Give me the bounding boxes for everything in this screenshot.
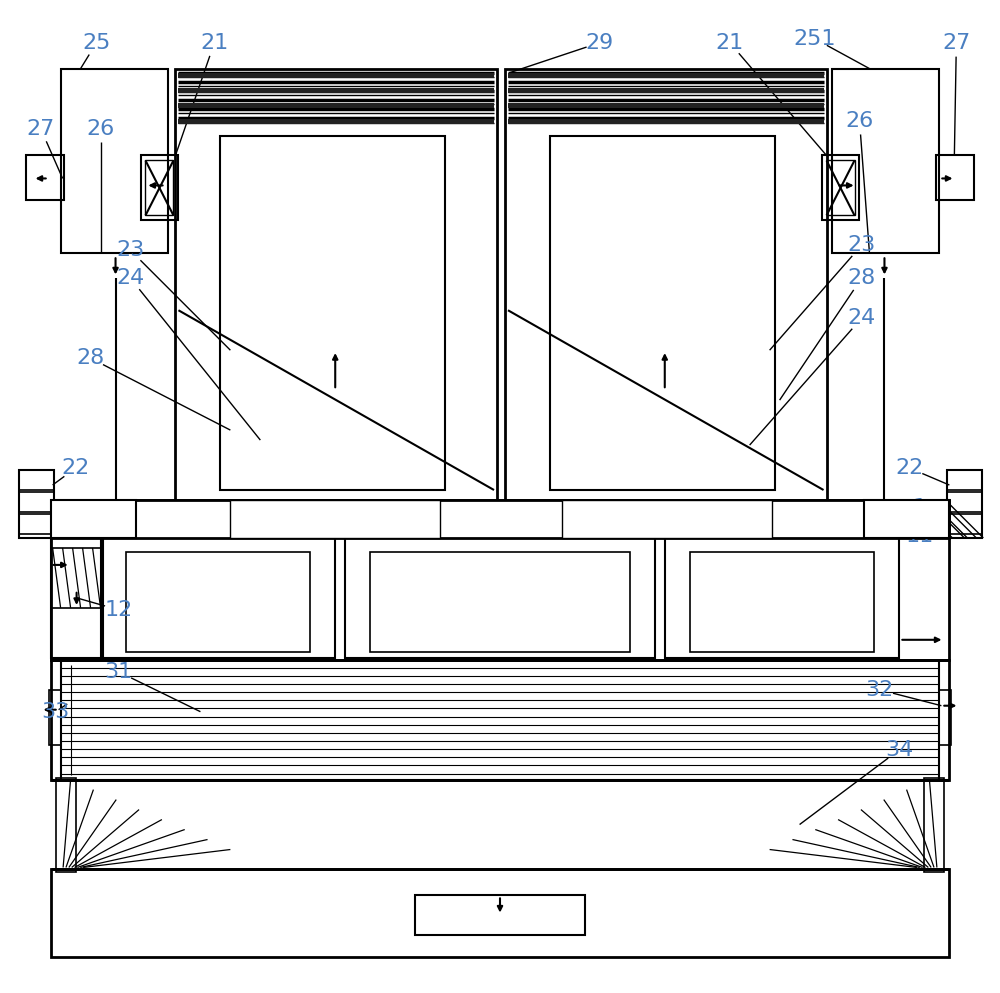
Text: 26: 26: [845, 110, 874, 130]
Text: 27: 27: [27, 118, 55, 138]
Bar: [508, 88, 824, 93]
Bar: [145, 161, 173, 215]
Bar: [947, 514, 982, 534]
Bar: [178, 118, 494, 123]
Bar: [49, 690, 61, 745]
Text: 23: 23: [847, 235, 876, 255]
Bar: [51, 500, 136, 538]
Bar: [924, 778, 944, 873]
Text: 22: 22: [895, 458, 924, 478]
Text: 11: 11: [905, 526, 934, 546]
Text: 1: 1: [912, 497, 926, 518]
Text: 25: 25: [82, 33, 111, 53]
Bar: [19, 470, 54, 538]
Bar: [19, 492, 54, 512]
Text: 28: 28: [847, 268, 876, 288]
Text: 21: 21: [716, 33, 744, 53]
Text: 21: 21: [200, 33, 229, 53]
Text: 31: 31: [104, 661, 133, 682]
Bar: [51, 500, 949, 538]
Bar: [141, 156, 178, 220]
Bar: [19, 514, 54, 534]
Bar: [665, 538, 899, 657]
Bar: [947, 492, 982, 512]
Text: 27: 27: [942, 33, 970, 53]
Text: 22: 22: [61, 458, 90, 478]
Bar: [947, 470, 982, 538]
Bar: [51, 538, 103, 657]
Bar: [178, 103, 494, 108]
Bar: [51, 870, 949, 957]
Text: 33: 33: [41, 702, 70, 722]
Bar: [230, 500, 440, 538]
Bar: [505, 69, 827, 503]
Text: 23: 23: [116, 240, 145, 260]
Bar: [832, 69, 939, 253]
Bar: [508, 103, 824, 108]
Bar: [51, 500, 949, 538]
Bar: [562, 500, 772, 538]
Bar: [51, 500, 136, 538]
Bar: [19, 470, 54, 490]
Bar: [230, 500, 440, 538]
Bar: [939, 690, 951, 745]
Bar: [220, 135, 445, 490]
Bar: [26, 156, 64, 201]
Bar: [345, 538, 655, 657]
Bar: [508, 118, 824, 123]
Bar: [178, 72, 494, 77]
Bar: [864, 500, 949, 538]
Bar: [126, 552, 310, 651]
Text: 251: 251: [793, 29, 836, 49]
Bar: [56, 778, 76, 873]
Text: 34: 34: [885, 740, 914, 760]
Text: 29: 29: [586, 33, 614, 53]
Bar: [61, 69, 168, 253]
Bar: [508, 72, 824, 77]
Bar: [51, 659, 949, 780]
Text: 26: 26: [86, 118, 115, 138]
Text: 32: 32: [865, 680, 894, 700]
Bar: [827, 161, 855, 215]
Text: 28: 28: [76, 349, 105, 368]
Text: 24: 24: [847, 308, 876, 329]
Bar: [175, 69, 497, 503]
Bar: [947, 470, 982, 490]
Bar: [822, 156, 859, 220]
Bar: [690, 552, 874, 651]
Bar: [864, 500, 949, 538]
Text: 12: 12: [104, 600, 133, 620]
Bar: [936, 156, 974, 201]
Bar: [550, 135, 775, 490]
Bar: [415, 896, 585, 935]
Bar: [51, 548, 103, 608]
Bar: [101, 538, 335, 657]
Bar: [370, 552, 630, 651]
Bar: [562, 500, 772, 538]
Bar: [178, 88, 494, 93]
Bar: [51, 500, 949, 659]
Text: 24: 24: [116, 268, 145, 288]
